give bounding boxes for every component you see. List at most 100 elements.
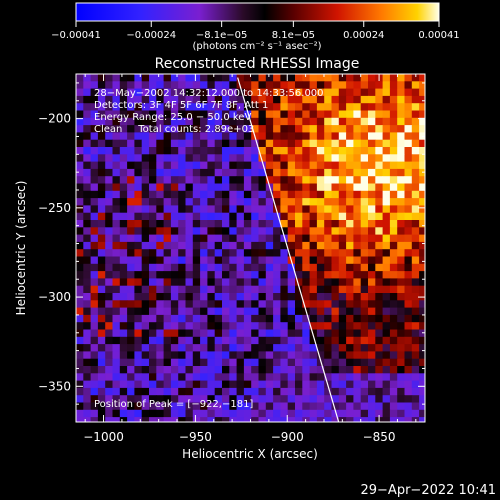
heatmap-cell <box>163 161 172 170</box>
heatmap-cell <box>185 344 194 352</box>
heatmap-cell <box>149 322 157 330</box>
heatmap-cell <box>163 351 172 360</box>
heatmap-cell <box>368 351 376 360</box>
heatmap-cell <box>185 74 194 82</box>
heatmap-cell <box>302 293 310 301</box>
heatmap-cell <box>236 139 245 148</box>
heatmap-cell <box>309 256 318 265</box>
heatmap-cell <box>192 322 201 330</box>
heatmap-cell <box>149 402 157 411</box>
heatmap-cell <box>397 263 405 272</box>
heatmap-cell <box>149 81 157 89</box>
heatmap-cell <box>397 147 405 155</box>
heatmap-cell <box>265 117 274 126</box>
heatmap-cell <box>236 205 245 214</box>
heatmap-cell <box>368 387 376 396</box>
solar-limb-line <box>237 77 340 422</box>
heatmap-cell <box>192 351 201 360</box>
heatmap-cell <box>185 322 194 330</box>
heatmap-cell <box>375 409 383 418</box>
heatmap-cell <box>97 220 106 228</box>
heatmap-cell <box>316 417 325 422</box>
heatmap-cell <box>346 227 354 235</box>
heatmap-cell <box>419 344 425 352</box>
heatmap-cell <box>97 125 106 133</box>
heatmap-cell <box>156 81 164 89</box>
heatmap-cell <box>411 351 420 360</box>
heatmap-cell <box>404 227 413 235</box>
heatmap-cell <box>214 110 223 119</box>
heatmap-cell <box>112 373 121 381</box>
heatmap-cell <box>76 168 84 177</box>
heatmap-cell <box>119 322 128 330</box>
heatmap-cell <box>368 307 376 316</box>
heatmap-cell <box>258 198 267 206</box>
heatmap-cell <box>360 271 369 279</box>
heatmap-cell <box>170 110 179 119</box>
heatmap-cell <box>273 190 281 199</box>
heatmap-cell <box>243 409 252 418</box>
heatmap-cell <box>397 314 405 323</box>
heatmap-cell <box>346 271 354 279</box>
heatmap-cell <box>119 417 128 422</box>
heatmap-cell <box>149 336 157 345</box>
heatmap-cell <box>222 307 230 316</box>
heatmap-cell <box>324 234 332 243</box>
heatmap-cell <box>222 278 230 287</box>
heatmap-cell <box>368 234 376 243</box>
heatmap-cell <box>338 395 347 403</box>
heatmap-cell <box>97 351 106 360</box>
heatmap-cell <box>404 278 413 287</box>
heatmap-cell <box>127 139 135 148</box>
x-tick-label: −950 <box>179 430 212 444</box>
heatmap-cell <box>258 249 267 257</box>
heatmap-cell <box>119 285 128 294</box>
heatmap-cell <box>295 278 303 287</box>
heatmap-cell <box>83 307 91 316</box>
heatmap-cell <box>149 227 157 235</box>
heatmap-cell <box>397 168 405 177</box>
heatmap-cell <box>258 336 267 345</box>
heatmap-cell <box>324 322 332 330</box>
heatmap-cell <box>287 373 296 381</box>
heatmap-cell <box>389 205 398 214</box>
heatmap-cell <box>324 409 332 418</box>
heatmap-cell <box>214 241 223 250</box>
heatmap-cell <box>112 212 121 221</box>
heatmap-cell <box>90 366 99 374</box>
heatmap-cell <box>170 336 179 345</box>
heatmap-cell <box>302 205 310 214</box>
heatmap-cell <box>207 74 216 82</box>
heatmap-cell <box>265 241 274 250</box>
heatmap-cell <box>222 168 230 177</box>
heatmap-cell <box>97 322 106 330</box>
heatmap-cell <box>302 373 310 381</box>
heatmap-cell <box>273 285 281 294</box>
heatmap-cell <box>265 285 274 294</box>
heatmap-cell <box>105 395 113 403</box>
heatmap-cell <box>127 402 135 411</box>
heatmap-cell <box>368 329 376 338</box>
heatmap-cell <box>265 395 274 403</box>
heatmap-cell <box>97 387 106 396</box>
heatmap-cell <box>382 271 391 279</box>
heatmap-cell <box>346 212 354 221</box>
heatmap-cell <box>222 417 230 422</box>
heatmap-cell <box>280 125 289 133</box>
heatmap-cell <box>229 256 237 265</box>
heatmap-cell <box>324 329 332 338</box>
annotation-clean-counts: Clean Total counts: 2.89e+03 <box>94 124 254 135</box>
heatmap-cell <box>302 161 310 170</box>
heatmap-cell <box>170 409 179 418</box>
heatmap-cell <box>419 256 425 265</box>
heatmap-cell <box>90 117 99 126</box>
heatmap-cell <box>273 234 281 243</box>
heatmap-cell <box>76 132 84 141</box>
heatmap-cell <box>178 285 186 294</box>
heatmap-cell <box>251 220 259 228</box>
heatmap-cell <box>338 183 347 192</box>
heatmap-cell <box>353 205 362 214</box>
heatmap-cell <box>309 366 318 374</box>
heatmap-cell <box>90 205 99 214</box>
heatmap-cell <box>207 351 216 360</box>
